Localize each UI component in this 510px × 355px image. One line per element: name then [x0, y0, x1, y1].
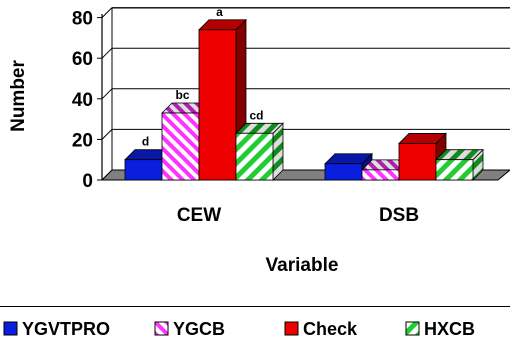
gridlines — [97, 7, 510, 181]
legend-swatch — [154, 321, 169, 336]
x-tick-labels: CEW DSB — [177, 205, 419, 226]
bar-annotations: d bc a cd — [142, 5, 264, 149]
legend: YGVTPRO YGCB Check HXCB — [3, 319, 475, 339]
bar-front-face — [435, 159, 474, 181]
bar-front-face — [198, 29, 237, 181]
y-tick-label: 60 — [72, 49, 93, 70]
y-tick-label: 0 — [82, 171, 93, 192]
bar-front-face — [124, 159, 163, 181]
bar-front-face — [235, 132, 274, 181]
legend-label: HXCB — [424, 319, 475, 339]
bar-annotation-label: a — [216, 5, 223, 19]
legend-item-ygcb: YGCB — [154, 319, 225, 339]
legend-swatch — [284, 321, 299, 336]
y-tick-label: 40 — [72, 90, 93, 111]
x-tick-label: CEW — [177, 205, 221, 226]
bar-dsb-hxcb — [435, 148, 484, 181]
legend-label: Check — [303, 319, 358, 339]
legend-item-hxcb: HXCB — [405, 319, 475, 339]
bar-front-face — [161, 112, 200, 181]
gridline-side — [101, 88, 113, 100]
legend-swatch — [3, 321, 18, 336]
y-tick-labels: 0 20 40 60 80 — [72, 9, 93, 192]
legend-label: YGVTPRO — [22, 319, 110, 339]
bar-front-face — [398, 143, 437, 181]
y-axis-label: Number — [8, 60, 29, 132]
gridline-side — [101, 47, 113, 59]
x-tick-label: DSB — [379, 205, 419, 226]
legend-frame — [0, 306, 510, 355]
y-tick-label: 80 — [72, 9, 93, 30]
bar-cew-hxcb — [235, 122, 284, 181]
legend-label: YGCB — [173, 319, 225, 339]
bars — [124, 18, 484, 181]
bar-front-face — [361, 169, 400, 181]
legend-item-ygvtpro: YGVTPRO — [3, 319, 110, 339]
x-axis-label: Variable — [266, 255, 339, 276]
bar-annotation-label: d — [142, 135, 149, 149]
bar-front-face — [324, 163, 363, 181]
y-tick-label: 20 — [72, 130, 93, 151]
bar-annotation-label: cd — [249, 108, 263, 122]
legend-item-check: Check — [284, 319, 358, 339]
gridline-side — [101, 7, 113, 18]
gridline-side — [101, 129, 113, 140]
legend-swatch — [405, 321, 420, 336]
bar-annotation-label: bc — [175, 88, 189, 102]
